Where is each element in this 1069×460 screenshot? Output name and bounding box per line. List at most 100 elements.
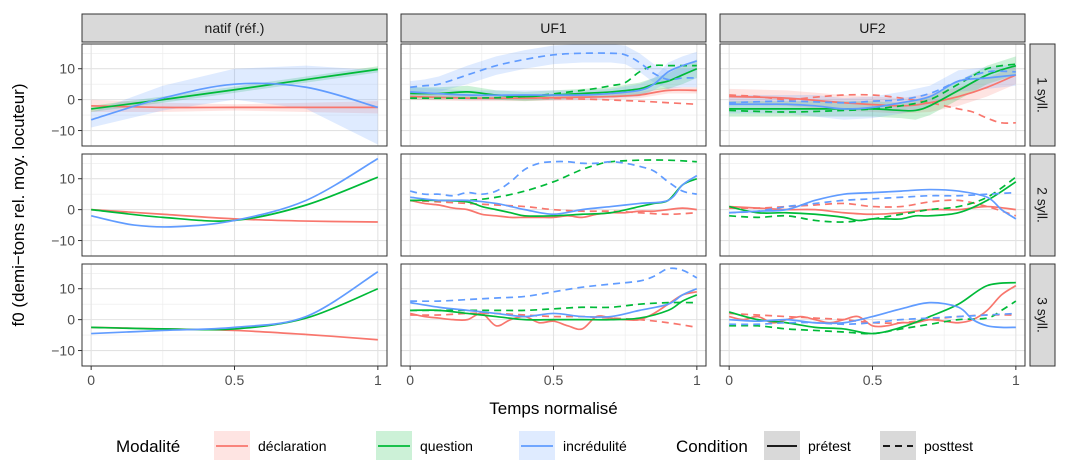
series-line xyxy=(410,312,697,329)
series-line xyxy=(410,287,698,318)
y-tick-label: 0 xyxy=(67,202,75,218)
series-line xyxy=(91,287,379,331)
series-line xyxy=(729,205,1016,216)
row-strip-label: 2 syll. xyxy=(1035,187,1051,223)
panel-border xyxy=(81,153,388,257)
panel-series xyxy=(410,44,698,106)
series-line xyxy=(729,63,1016,113)
x-tick-label: 0.5 xyxy=(544,372,564,388)
legend-label: prétest xyxy=(808,438,851,454)
x-tick-label: 0.5 xyxy=(863,372,883,388)
panel xyxy=(82,154,387,256)
y-tick-label: −10 xyxy=(51,123,75,139)
legend-title-condition: Condition xyxy=(676,437,748,456)
series-line xyxy=(729,188,1017,220)
series-line xyxy=(90,157,379,228)
panel-border xyxy=(400,153,707,257)
series-line xyxy=(409,199,697,219)
y-axis-title: f0 (demi−tons rel. moy. locuteur) xyxy=(9,84,28,327)
row-strip-label: 1 syll. xyxy=(1035,77,1051,113)
panel-border xyxy=(719,153,1026,257)
series-line xyxy=(729,301,1016,329)
row-strip-label: 3 syll. xyxy=(1035,297,1051,333)
confidence-band xyxy=(729,64,1016,120)
x-tick-label: 0 xyxy=(406,372,414,388)
legend-label: question xyxy=(420,438,473,454)
panel xyxy=(720,44,1025,146)
panel-border xyxy=(719,43,1026,147)
x-tick-label: 0 xyxy=(725,372,733,388)
series-line xyxy=(410,267,698,303)
series-line xyxy=(91,271,379,335)
series-line xyxy=(729,93,1016,125)
x-axis-title: Temps normalisé xyxy=(489,399,618,418)
series-line xyxy=(90,82,379,121)
panel-series xyxy=(91,271,379,341)
y-tick-label: −10 xyxy=(51,233,75,249)
legend-label: incrédulité xyxy=(563,438,627,454)
series-line xyxy=(728,281,1016,335)
legend-title-modalite: Modalité xyxy=(116,437,180,456)
series-line xyxy=(410,97,697,106)
series-line xyxy=(91,208,378,223)
panel-series xyxy=(90,157,379,228)
column-strip-label: UF2 xyxy=(859,20,886,36)
column-strip xyxy=(81,13,388,43)
row-strip xyxy=(1029,263,1056,367)
panel-series xyxy=(728,281,1017,335)
panel xyxy=(82,264,387,366)
x-tick-label: 0 xyxy=(87,372,95,388)
series-line xyxy=(729,312,1016,324)
column-strip-label: UF1 xyxy=(540,20,567,36)
row-strip xyxy=(1029,43,1056,147)
y-tick-label: −10 xyxy=(51,343,75,359)
panel-series xyxy=(729,56,1017,125)
series-line xyxy=(729,191,1016,214)
series-line xyxy=(729,74,1016,110)
x-tick-label: 1 xyxy=(374,372,382,388)
column-strip-label: natif (réf.) xyxy=(205,20,265,36)
series-line xyxy=(729,74,1017,107)
panel-border xyxy=(400,43,707,147)
series-line xyxy=(91,104,378,109)
series-line xyxy=(410,64,697,100)
y-tick-label: 0 xyxy=(67,312,75,328)
y-tick-label: 10 xyxy=(59,281,75,297)
confidence-band xyxy=(729,56,1016,120)
series-line xyxy=(729,176,1017,223)
series-line xyxy=(410,174,698,216)
series-line xyxy=(729,64,1017,112)
series-line xyxy=(410,67,698,98)
series-line xyxy=(410,159,697,202)
panel-series xyxy=(728,176,1017,223)
legend-label: déclaration xyxy=(258,438,327,454)
x-tick-label: 1 xyxy=(693,372,701,388)
x-tick-label: 0.5 xyxy=(225,372,245,388)
confidence-band xyxy=(410,44,697,94)
series-line xyxy=(728,181,1017,222)
row-strip xyxy=(1029,153,1056,257)
panel-series xyxy=(409,267,698,331)
series-line xyxy=(729,300,1017,335)
series-line xyxy=(729,70,1016,104)
panel-series xyxy=(90,65,379,145)
panel-border xyxy=(81,43,388,147)
series-line xyxy=(410,199,697,216)
y-tick-label: 10 xyxy=(59,171,75,187)
column-strip xyxy=(719,13,1026,43)
panel xyxy=(720,154,1025,256)
y-tick-label: 0 xyxy=(67,92,75,108)
panel xyxy=(401,154,706,256)
panel-series xyxy=(409,159,698,219)
confidence-band xyxy=(91,65,378,145)
column-strip xyxy=(400,13,707,43)
x-tick-label: 1 xyxy=(1012,372,1020,388)
series-line xyxy=(410,294,698,321)
series-line xyxy=(410,60,698,97)
series-line xyxy=(729,312,1016,326)
legend-label: posttest xyxy=(924,438,973,454)
confidence-band xyxy=(729,65,1016,114)
confidence-band xyxy=(410,51,697,100)
series-line xyxy=(410,52,697,89)
